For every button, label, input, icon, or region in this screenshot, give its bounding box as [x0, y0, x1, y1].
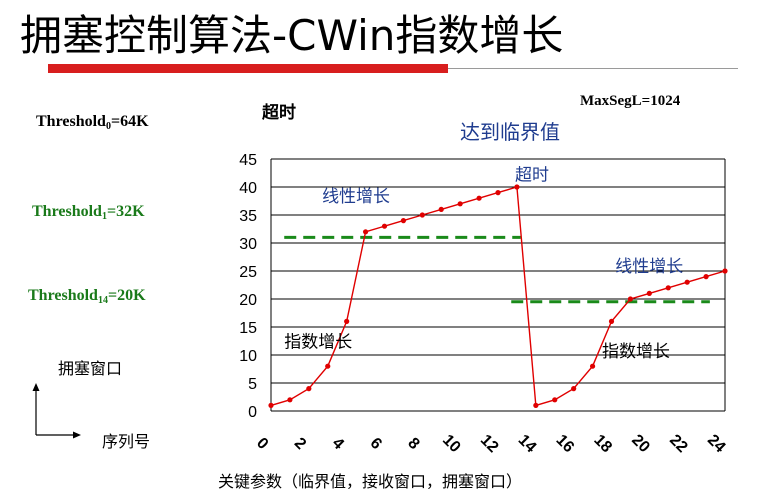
data-point: [703, 274, 709, 280]
data-point: [571, 386, 577, 392]
data-point: [476, 195, 482, 201]
y-tick-label: 0: [248, 404, 257, 421]
timeout-label: 超时: [262, 103, 296, 123]
y-tick-label: 45: [239, 152, 257, 169]
data-point: [400, 218, 407, 224]
data-point: [495, 190, 501, 196]
y-tick-label: 35: [239, 208, 257, 225]
cwnd-axis-label: 拥塞窗口: [58, 359, 123, 378]
data-point: [627, 296, 634, 302]
schematic-x-arrow-head: [73, 431, 81, 439]
data-point: [325, 363, 331, 369]
y-tick-label: 30: [239, 236, 257, 253]
data-point: [646, 290, 652, 296]
data-point: [306, 386, 312, 392]
data-point: [608, 318, 615, 324]
x-tick-label: 14: [515, 432, 540, 457]
threshold-0-label: Threshold0=64K: [36, 113, 149, 132]
x-tick-label: 20: [628, 432, 653, 457]
data-point: [268, 402, 274, 408]
threshold-1-value: =32K: [106, 203, 145, 220]
x-tick-label: 16: [553, 432, 578, 457]
x-tick-label: 4: [329, 435, 347, 453]
data-point: [344, 318, 350, 324]
data-point: [457, 201, 463, 207]
threshold-0-sub: 0: [105, 121, 111, 132]
threshold-1-name: Threshold: [32, 203, 102, 220]
x-tick-label: 22: [666, 432, 691, 457]
data-point: [552, 397, 558, 403]
data-point: [533, 402, 539, 408]
chart-grid: [270, 158, 726, 412]
title-underline-rule: [448, 68, 738, 69]
annotation-label: 指数增长: [602, 342, 670, 362]
data-point: [438, 206, 444, 212]
data-point: [287, 397, 293, 403]
threshold-14-name: Threshold: [28, 287, 98, 304]
data-point: [419, 212, 425, 218]
y-tick-label: 25: [239, 264, 257, 281]
data-point: [684, 279, 690, 285]
x-tick-labels: 0 2 4 6 8 10 12 14 16 18 20 22 24: [253, 432, 729, 457]
y-tick-label: 10: [239, 348, 257, 365]
y-tick-label: 15: [239, 320, 257, 337]
threshold-14-value: =20K: [107, 287, 146, 304]
data-point: [589, 363, 596, 369]
threshold-0-name: Threshold: [36, 113, 106, 130]
threshold-14-sub: 14: [97, 295, 108, 306]
threshold-0-value: =64K: [110, 113, 149, 130]
data-point: [514, 184, 520, 190]
series-line: [270, 186, 726, 407]
schematic-y-arrow-head: [32, 383, 40, 391]
x-tick-label: 18: [590, 432, 615, 457]
reach-threshold-label: 达到临界值: [460, 120, 560, 144]
threshold-1-sub: 1: [101, 211, 107, 222]
y-tick-labels: 0 5 10 15 20 25 30 35 40 45: [239, 152, 257, 421]
y-tick-label: 40: [239, 180, 257, 197]
x-tick-label: 24: [704, 432, 729, 457]
y-tick-label: 5: [248, 376, 257, 393]
title-underline-bar: [48, 64, 448, 73]
sequence-axis-label: 序列号: [102, 432, 151, 451]
key-params-caption: 关键参数（临界值，接收窗口，拥塞窗口）: [218, 472, 523, 491]
threshold-1-label: Threshold1=32K: [32, 203, 145, 222]
annotation-label: 超时: [515, 165, 549, 185]
x-tick-label: 8: [404, 435, 422, 453]
data-point: [362, 229, 369, 235]
schematic-axes: [32, 383, 81, 439]
x-tick-label: 12: [477, 432, 502, 457]
page-title: 拥塞控制算法-CWin指数增长: [20, 11, 564, 60]
x-tick-label: 10: [439, 432, 464, 457]
data-point: [722, 268, 728, 274]
threshold-lines: [284, 235, 710, 304]
annotation-label: 线性增长: [322, 187, 390, 207]
x-tick-label: 6: [367, 435, 385, 453]
annotation-label: 线性增长: [615, 257, 683, 277]
x-tick-label: 2: [291, 435, 309, 453]
annotation-label: 指数增长: [284, 333, 352, 353]
x-tick-label: 0: [253, 435, 271, 453]
data-point: [381, 223, 388, 229]
y-tick-label: 20: [239, 292, 257, 309]
max-segment-label: MaxSegL=1024: [580, 93, 681, 109]
threshold-14-label: Threshold14=20K: [28, 287, 146, 306]
data-point: [665, 285, 671, 291]
cwnd-series: [268, 184, 728, 408]
